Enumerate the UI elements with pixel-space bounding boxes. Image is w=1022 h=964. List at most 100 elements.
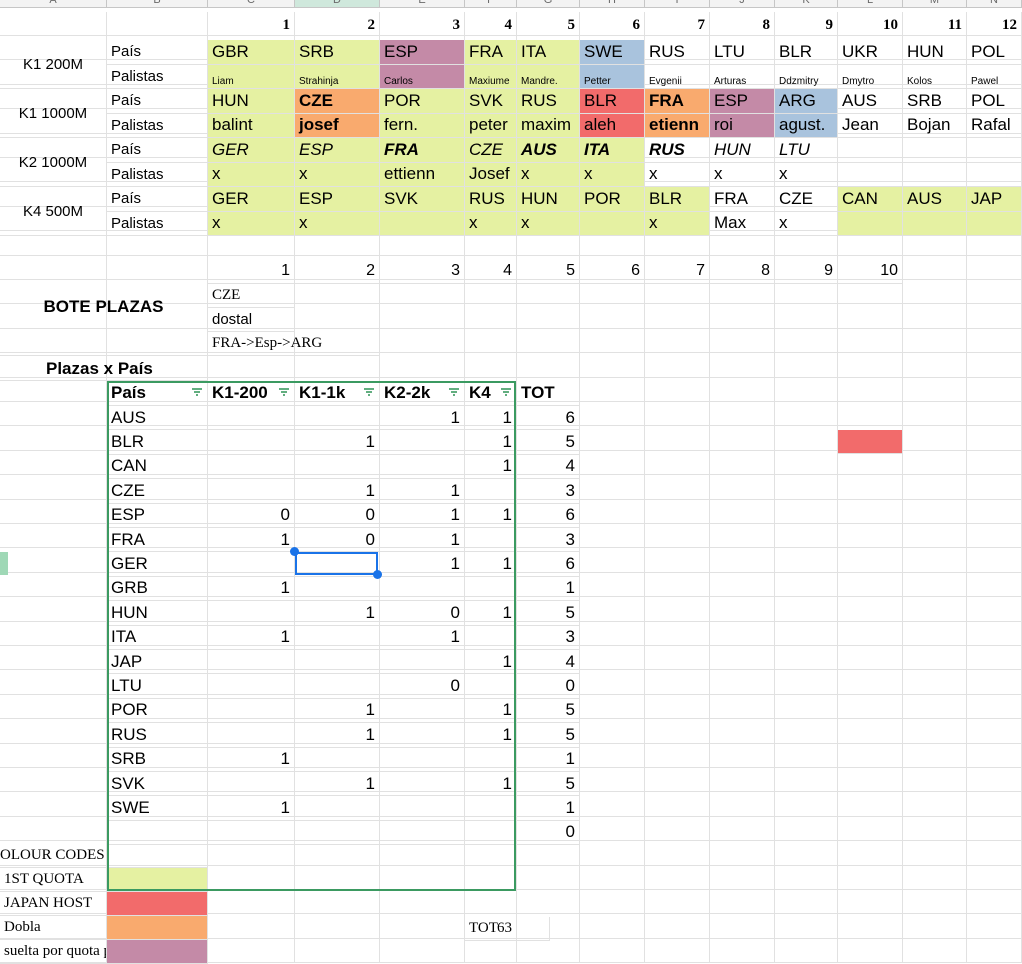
- empty-cell[interactable]: [0, 304, 107, 329]
- empty-cell[interactable]: [645, 353, 710, 378]
- empty-cell[interactable]: [903, 597, 967, 622]
- country-cell[interactable]: BLR: [775, 40, 838, 65]
- empty-cell[interactable]: [775, 865, 838, 890]
- palistas-label[interactable]: Palistas: [107, 211, 208, 236]
- country-cell[interactable]: [838, 138, 903, 163]
- plaza-value[interactable]: [380, 723, 465, 748]
- country-cell[interactable]: ESP: [710, 89, 775, 114]
- total-value[interactable]: 63: [465, 917, 517, 941]
- athlete-cell[interactable]: Bojan: [903, 113, 967, 138]
- empty-cell[interactable]: [967, 768, 1022, 793]
- plaza-value[interactable]: 6: [517, 503, 580, 528]
- country-cell[interactable]: RUS: [645, 138, 710, 163]
- empty-cell[interactable]: [580, 524, 645, 549]
- athlete-cell[interactable]: x: [645, 211, 710, 236]
- plaza-value[interactable]: 1: [295, 772, 380, 797]
- athlete-cell[interactable]: [580, 211, 645, 236]
- empty-cell[interactable]: [775, 402, 838, 427]
- plaza-value[interactable]: 1: [465, 430, 517, 455]
- empty-cell[interactable]: [710, 475, 775, 500]
- empty-cell[interactable]: [0, 792, 107, 817]
- empty-cell[interactable]: [838, 353, 903, 378]
- empty-cell[interactable]: [645, 621, 710, 646]
- empty-cell[interactable]: [710, 450, 775, 476]
- empty-cell[interactable]: [775, 450, 838, 476]
- plaza-value[interactable]: [295, 406, 380, 431]
- empty-cell[interactable]: [903, 914, 967, 939]
- empty-cell[interactable]: [580, 377, 645, 402]
- selection-handle-bottom-right[interactable]: [373, 570, 382, 579]
- athlete-cell[interactable]: fern.: [380, 113, 465, 138]
- empty-cell[interactable]: [967, 743, 1022, 768]
- plazas-header[interactable]: TOT: [517, 381, 580, 406]
- empty-cell[interactable]: [838, 670, 903, 695]
- country-cell[interactable]: HUN: [710, 138, 775, 163]
- empty-cell[interactable]: [517, 841, 580, 866]
- empty-cell[interactable]: [645, 280, 710, 305]
- country-name[interactable]: SWE: [107, 796, 208, 821]
- country-cell[interactable]: POL: [967, 40, 1022, 65]
- empty-cell[interactable]: [465, 353, 517, 378]
- empty-cell[interactable]: [967, 280, 1022, 305]
- empty-cell[interactable]: [0, 524, 107, 549]
- country-cell[interactable]: FRA: [645, 89, 710, 114]
- athlete-cell[interactable]: Josef: [465, 162, 517, 187]
- athlete-cell[interactable]: Carlos: [380, 64, 465, 89]
- plaza-value[interactable]: 4: [517, 650, 580, 675]
- athlete-cell[interactable]: x: [517, 211, 580, 236]
- empty-cell[interactable]: [838, 816, 903, 842]
- plaza-value[interactable]: 1: [295, 698, 380, 724]
- empty-cell[interactable]: [0, 255, 107, 280]
- header-number[interactable]: 3: [380, 16, 465, 36]
- empty-cell[interactable]: [775, 694, 838, 720]
- empty-cell[interactable]: [710, 841, 775, 866]
- empty-cell[interactable]: [967, 890, 1022, 915]
- country-name[interactable]: SVK: [107, 772, 208, 797]
- plaza-value[interactable]: [380, 430, 465, 455]
- bote-number[interactable]: 2: [295, 259, 380, 284]
- empty-cell[interactable]: [580, 743, 645, 768]
- empty-cell[interactable]: [903, 768, 967, 793]
- plaza-value[interactable]: 3: [517, 479, 580, 504]
- bote-title[interactable]: BOTE PLAZAS: [0, 259, 208, 356]
- empty-cell[interactable]: [838, 499, 903, 524]
- empty-cell[interactable]: [0, 670, 107, 695]
- empty-cell[interactable]: [645, 231, 710, 256]
- empty-cell[interactable]: [0, 572, 107, 598]
- empty-cell[interactable]: [0, 426, 107, 451]
- athlete-cell[interactable]: x: [295, 162, 380, 187]
- country-cell[interactable]: RUS: [645, 40, 710, 65]
- filter-icon[interactable]: [362, 385, 376, 399]
- empty-cell[interactable]: [903, 377, 967, 402]
- empty-cell[interactable]: [0, 646, 107, 671]
- header-number[interactable]: 4: [465, 16, 517, 36]
- country-name[interactable]: AUS: [107, 406, 208, 431]
- athlete-cell[interactable]: x: [710, 162, 775, 187]
- empty-cell[interactable]: [645, 841, 710, 866]
- country-cell[interactable]: FRA: [710, 187, 775, 212]
- country-cell[interactable]: POR: [380, 89, 465, 114]
- plazas-title[interactable]: Plazas x País: [0, 357, 208, 381]
- plaza-value[interactable]: [208, 820, 295, 846]
- empty-cell[interactable]: [903, 304, 967, 329]
- empty-cell[interactable]: [838, 792, 903, 817]
- empty-cell[interactable]: [645, 938, 710, 964]
- empty-cell[interactable]: [775, 816, 838, 842]
- empty-cell[interactable]: [967, 499, 1022, 524]
- empty-cell[interactable]: [775, 743, 838, 768]
- empty-cell[interactable]: [465, 304, 517, 329]
- empty-cell[interactable]: [967, 255, 1022, 280]
- athlete-cell[interactable]: maxim: [517, 113, 580, 138]
- athlete-cell[interactable]: roi: [710, 113, 775, 138]
- country-cell[interactable]: CZE: [295, 89, 380, 114]
- empty-cell[interactable]: [838, 304, 903, 329]
- empty-cell[interactable]: [295, 865, 380, 890]
- palistas-label[interactable]: Palistas: [107, 64, 208, 89]
- empty-cell[interactable]: [645, 865, 710, 890]
- empty-cell[interactable]: [517, 304, 580, 329]
- column-header-c[interactable]: C: [208, 0, 295, 8]
- empty-cell[interactable]: [838, 719, 903, 744]
- country-name[interactable]: BLR: [107, 430, 208, 455]
- plaza-value[interactable]: [380, 796, 465, 821]
- empty-cell[interactable]: [580, 865, 645, 890]
